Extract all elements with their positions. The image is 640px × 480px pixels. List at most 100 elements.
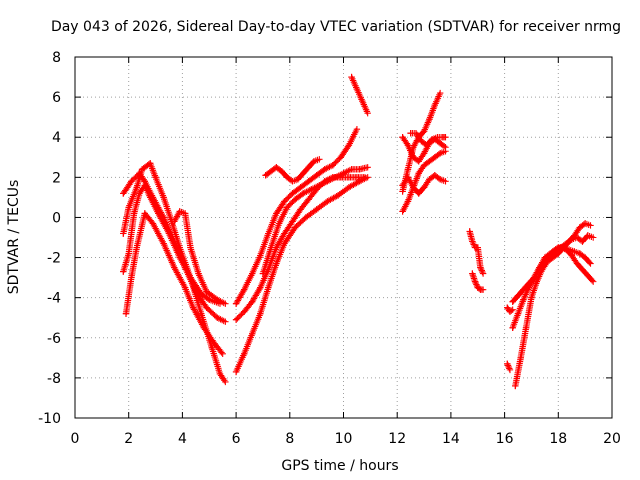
data-point (160, 240, 167, 247)
data-point (512, 382, 519, 390)
data-point (257, 284, 264, 291)
data-point (466, 228, 473, 235)
y-tick-label: 2 (52, 170, 61, 186)
data-point (356, 166, 363, 173)
data-point (136, 190, 143, 197)
data-point (128, 274, 135, 281)
x-tick-label: 4 (178, 431, 187, 447)
data-point (364, 164, 371, 171)
data-point (420, 162, 428, 169)
axes: 0 2 4 6 8 10 12 14 16 18 20 -10 -8 -6 -4 -2 0 2 4 6 8 (38, 50, 621, 447)
y-tick-label: 0 (52, 210, 61, 226)
series-arc-s (504, 304, 516, 315)
data-point (442, 178, 449, 185)
data-point (337, 154, 345, 161)
x-tick-label: 10 (335, 431, 353, 447)
series-trace (509, 232, 595, 331)
data-point (216, 370, 224, 378)
data-point (469, 270, 476, 277)
data-point (249, 298, 256, 305)
data-point (257, 310, 264, 317)
data-point (544, 254, 551, 261)
data-point (431, 154, 438, 161)
data-point (410, 144, 417, 151)
x-tick-label: 8 (285, 431, 294, 447)
data-point (149, 194, 157, 201)
data-point (420, 184, 428, 191)
data-point (146, 160, 154, 167)
data-point (469, 238, 476, 245)
data-point (536, 264, 543, 271)
data-point (549, 248, 557, 255)
y-tick-label: -6 (47, 331, 61, 347)
series-arc-v (509, 232, 597, 331)
data-point (426, 176, 433, 183)
data-point (345, 142, 353, 149)
x-tick-label: 18 (549, 431, 567, 447)
data-point (479, 286, 487, 293)
data-point (426, 115, 433, 123)
data-point (278, 168, 285, 175)
data-point (514, 292, 522, 299)
data-point (267, 168, 275, 175)
series-arc-j (262, 156, 323, 185)
data-point (364, 109, 371, 117)
series-layer (120, 73, 597, 390)
data-point (294, 176, 302, 183)
data-point (353, 174, 361, 181)
data-point (431, 101, 438, 109)
data-point (479, 270, 487, 277)
data-point (232, 368, 240, 376)
data-point (348, 166, 355, 173)
data-point (584, 272, 592, 279)
data-point (281, 198, 288, 205)
data-point (506, 366, 514, 374)
data-point (522, 324, 530, 331)
data-point (141, 210, 149, 217)
data-point (573, 260, 581, 267)
data-point (240, 308, 248, 315)
data-point (300, 190, 307, 197)
x-tick-label: 0 (71, 431, 80, 447)
series-arc-d (120, 170, 229, 325)
data-point (265, 284, 272, 291)
data-point (297, 206, 304, 213)
data-point (181, 284, 189, 291)
data-point (297, 184, 304, 191)
data-point (275, 220, 283, 227)
data-point (404, 198, 412, 205)
data-point (308, 186, 315, 193)
data-point (133, 244, 140, 251)
data-point (305, 196, 312, 203)
y-axis-label: SDTVAR / TECUs (6, 180, 22, 295)
data-point (125, 204, 132, 211)
data-point (504, 360, 511, 368)
data-point (316, 156, 323, 163)
data-point (340, 170, 347, 177)
data-point (214, 314, 221, 321)
series-arc-r (469, 270, 487, 293)
data-point (415, 190, 422, 197)
x-tick-label: 6 (232, 431, 241, 447)
data-point (404, 142, 412, 149)
data-point (141, 178, 149, 185)
series-trace (399, 134, 448, 165)
data-point (415, 158, 422, 165)
data-point (273, 244, 280, 251)
data-point (576, 224, 583, 231)
data-point (249, 270, 256, 277)
data-point (324, 198, 331, 205)
data-point (474, 244, 481, 251)
series-arc-k (348, 73, 371, 117)
data-point (517, 354, 524, 362)
data-point (514, 310, 522, 317)
data-point (436, 150, 444, 157)
data-point (530, 274, 538, 281)
data-point (420, 150, 428, 157)
data-point (581, 254, 589, 261)
data-point (520, 286, 527, 293)
data-point (356, 178, 363, 185)
data-point (273, 164, 280, 171)
data-point (525, 280, 532, 287)
